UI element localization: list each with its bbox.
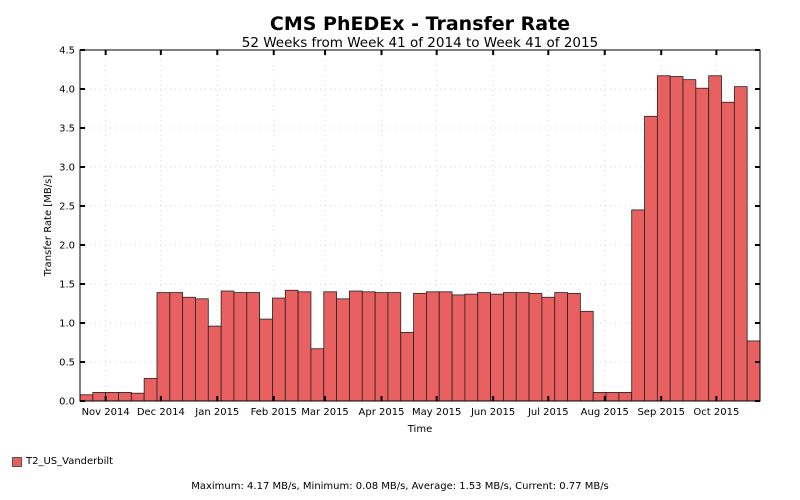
bar	[708, 75, 722, 402]
bar	[323, 291, 338, 402]
bar	[567, 292, 581, 402]
bar	[297, 291, 312, 402]
x-tick-label: Feb 2015	[251, 407, 297, 418]
x-tick-label: Sep 2015	[637, 407, 684, 418]
bar	[631, 209, 645, 402]
x-tick-label: Dec 2014	[137, 407, 185, 418]
x-tick-label: Aug 2015	[581, 407, 629, 418]
bar	[451, 294, 466, 402]
x-tick-label: Oct 2015	[693, 407, 739, 418]
bar	[361, 291, 376, 402]
bar	[92, 392, 107, 402]
x-tick-label: Nov 2014	[82, 407, 130, 418]
bar	[528, 292, 543, 402]
x-tick-label: Jul 2015	[527, 407, 569, 418]
bar	[426, 291, 440, 402]
bar	[130, 392, 145, 402]
bar	[259, 318, 273, 402]
bar	[220, 290, 235, 402]
y-tick-label: 2.5	[59, 202, 75, 213]
bar	[413, 292, 427, 402]
bar	[721, 101, 735, 402]
x-tick-label: Mar 2015	[301, 407, 349, 418]
chart-subtitle: 52 Weeks from Week 41 of 2014 to Week 41…	[241, 35, 599, 51]
bar	[310, 348, 325, 402]
bar	[477, 292, 491, 402]
x-tick-label: Jun 2015	[470, 407, 515, 418]
bar	[695, 87, 710, 402]
legend: T2_US_Vanderbilt	[12, 456, 113, 467]
y-tick-label: 1.0	[59, 319, 75, 330]
bar	[515, 292, 530, 402]
x-tick-label: May 2015	[412, 407, 461, 418]
summary-stats: Maximum: 4.17 MB/s, Minimum: 0.08 MB/s, …	[191, 481, 609, 492]
y-tick-label: 3.0	[59, 163, 75, 174]
bar	[207, 325, 222, 402]
bar	[118, 392, 132, 402]
bar	[233, 292, 248, 402]
bar	[246, 292, 261, 402]
bar	[464, 293, 479, 402]
transfer-rate-chart: 0.0 0.5 1.0 1.5 2.0 2.5 3.0 3.5 4.0 4.5 Nov 2014 De…	[43, 46, 761, 435]
bar	[272, 297, 286, 402]
bar	[656, 75, 671, 402]
bar	[374, 292, 389, 402]
bar	[438, 291, 453, 402]
bar	[182, 296, 196, 402]
chart-title: CMS PhEDEx - Transfer Rate	[269, 13, 571, 35]
bar	[156, 292, 171, 402]
y-tick-label: 4.0	[59, 85, 75, 96]
y-tick-label: 2.0	[59, 241, 75, 252]
bar	[336, 298, 350, 402]
x-tick-label: Apr 2015	[359, 407, 405, 418]
bar	[387, 292, 402, 402]
bar	[195, 298, 209, 402]
legend-swatch	[12, 456, 22, 467]
bar	[618, 392, 633, 402]
x-tick-label: Jan 2015	[194, 407, 239, 418]
bar	[143, 377, 158, 402]
bar	[105, 392, 119, 402]
y-tick-label: 1.5	[59, 280, 75, 291]
y-tick-label: 0.0	[59, 397, 75, 408]
bar	[733, 86, 748, 402]
bar	[284, 289, 299, 402]
bar	[579, 310, 594, 402]
bar	[605, 392, 620, 402]
bar	[669, 76, 684, 402]
bar	[541, 296, 556, 402]
bar	[169, 292, 184, 402]
y-axis-label: Transfer Rate [MB/s]	[43, 175, 54, 277]
y-tick-label: 3.5	[59, 124, 75, 135]
bar	[349, 290, 363, 402]
bar	[554, 292, 568, 402]
bar	[400, 331, 414, 402]
bar	[490, 293, 504, 402]
x-axis-label: Time	[407, 424, 432, 435]
bar	[746, 340, 761, 402]
bar	[502, 292, 517, 402]
bar	[644, 115, 658, 402]
y-tick-label: 4.5	[59, 46, 75, 57]
plot-frame	[79, 49, 761, 402]
legend-label: T2_US_Vanderbilt	[26, 456, 114, 467]
bar	[682, 79, 697, 402]
y-tick-label: 0.5	[59, 358, 75, 369]
